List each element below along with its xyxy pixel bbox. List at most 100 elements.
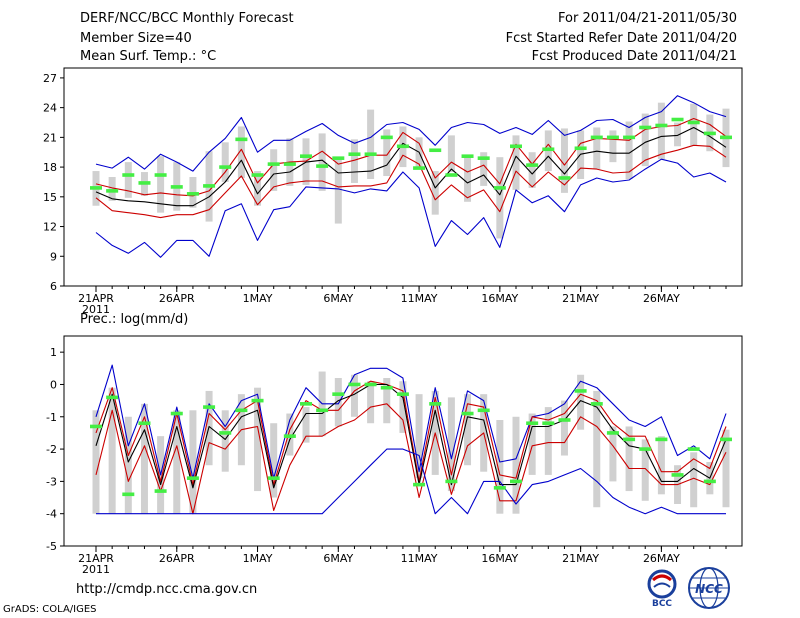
climatology-mark bbox=[203, 184, 216, 188]
climatology-mark bbox=[671, 117, 684, 122]
range-bar bbox=[560, 128, 568, 193]
mean-spread-line bbox=[95, 380, 727, 486]
x-tick-label: 26APR bbox=[159, 552, 195, 565]
range-bar bbox=[334, 158, 342, 224]
range-bar bbox=[690, 103, 698, 146]
climatology-mark bbox=[316, 164, 329, 168]
range-bar bbox=[302, 407, 310, 443]
mean-spread-line bbox=[95, 144, 727, 219]
y-tick-label: 27 bbox=[43, 72, 57, 85]
climatology-mark bbox=[542, 421, 555, 426]
x-tick-label: 16MAY bbox=[481, 292, 518, 305]
climatology-mark bbox=[526, 163, 539, 167]
x-tick-label: 21APR bbox=[78, 552, 114, 565]
x-tick-label: 6MAY bbox=[323, 552, 353, 565]
y-tick-label: -3 bbox=[46, 475, 57, 488]
climatology-mark bbox=[477, 408, 490, 413]
ensemble-max-line bbox=[95, 95, 727, 172]
climatology-mark bbox=[720, 437, 732, 442]
range-bar bbox=[350, 139, 358, 183]
range-bar bbox=[512, 135, 520, 190]
climatology-mark bbox=[186, 476, 199, 480]
range-bar bbox=[189, 410, 197, 514]
climatology-mark bbox=[413, 166, 426, 170]
y-tick-label: -2 bbox=[46, 443, 57, 456]
ensemble-mean-line bbox=[95, 126, 727, 207]
range-bar bbox=[657, 436, 665, 495]
x-tick-label: 1MAY bbox=[243, 292, 273, 305]
range-bar bbox=[173, 410, 181, 514]
range-bar bbox=[544, 407, 552, 475]
climatology-mark bbox=[526, 421, 539, 426]
climatology-mark bbox=[348, 382, 361, 387]
climatology-mark bbox=[203, 405, 216, 409]
x-tick-label: 26MAY bbox=[643, 552, 680, 565]
range-bar bbox=[221, 142, 229, 182]
range-bar bbox=[334, 378, 342, 427]
climatology-mark bbox=[639, 125, 652, 130]
climatology-mark bbox=[348, 152, 361, 157]
ncc-logo-text: NCC bbox=[695, 582, 723, 596]
climatology-mark bbox=[687, 447, 700, 451]
climatology-mark bbox=[138, 421, 151, 426]
climatology-mark bbox=[90, 186, 102, 190]
range-bar bbox=[657, 102, 665, 160]
climatology-mark bbox=[396, 392, 409, 396]
range-bar bbox=[625, 121, 633, 179]
grads-credit: GrADS: COLA/IGES bbox=[3, 604, 97, 615]
climatology-mark bbox=[122, 492, 135, 497]
range-bar bbox=[577, 374, 585, 430]
range-bar bbox=[367, 381, 375, 424]
range-bar bbox=[593, 390, 601, 508]
climatology-mark bbox=[606, 431, 619, 435]
range-bar bbox=[690, 452, 698, 508]
produced-date: Fcst Produced Date 2011/04/21 bbox=[531, 49, 737, 64]
range-bar bbox=[722, 429, 730, 508]
precip-label: Prec.: log(mm/d) bbox=[80, 312, 188, 327]
y-tick-label: 21 bbox=[43, 131, 57, 144]
range-bar bbox=[496, 420, 504, 514]
climatology-mark bbox=[510, 479, 522, 484]
climatology-mark bbox=[332, 392, 345, 396]
range-bar bbox=[124, 416, 132, 514]
range-bar bbox=[447, 397, 455, 492]
range-bar bbox=[560, 400, 568, 456]
range-bar bbox=[464, 394, 472, 466]
climatology-mark bbox=[316, 408, 329, 413]
climatology-mark bbox=[380, 385, 393, 390]
plot-frame bbox=[63, 67, 743, 287]
ensemble-max-line bbox=[95, 364, 727, 479]
website-url[interactable]: http://cmdp.ncc.cma.gov.cn bbox=[76, 582, 258, 597]
climatology-mark bbox=[364, 382, 377, 387]
climatology-mark bbox=[251, 173, 264, 177]
climatology-mark bbox=[396, 144, 409, 149]
climatology-mark bbox=[170, 185, 183, 189]
x-year-label: 2011 bbox=[82, 563, 110, 576]
range-bar bbox=[528, 152, 536, 188]
range-bar bbox=[674, 122, 682, 147]
bcc-logo: BCC bbox=[647, 569, 677, 608]
climatology-mark bbox=[300, 402, 312, 406]
range-bar bbox=[270, 423, 278, 498]
climatology-mark bbox=[510, 144, 522, 149]
climatology-mark bbox=[590, 402, 603, 406]
climatology-mark bbox=[493, 486, 506, 490]
range-bar bbox=[496, 157, 504, 239]
y-tick-label: 6 bbox=[50, 280, 57, 293]
climatology-mark bbox=[138, 181, 151, 185]
climatology-mark bbox=[671, 473, 684, 477]
range-bar bbox=[254, 387, 262, 492]
range-bar bbox=[350, 374, 358, 417]
climatology-mark bbox=[623, 437, 636, 442]
climatology-mark bbox=[703, 479, 716, 484]
range-bar bbox=[593, 127, 601, 170]
range-bar bbox=[399, 381, 407, 433]
range-bar bbox=[367, 109, 375, 179]
climatology-mark bbox=[380, 135, 393, 140]
range-bar bbox=[221, 410, 229, 472]
climatology-mark bbox=[493, 186, 506, 190]
y-tick-label: 12 bbox=[43, 221, 57, 234]
